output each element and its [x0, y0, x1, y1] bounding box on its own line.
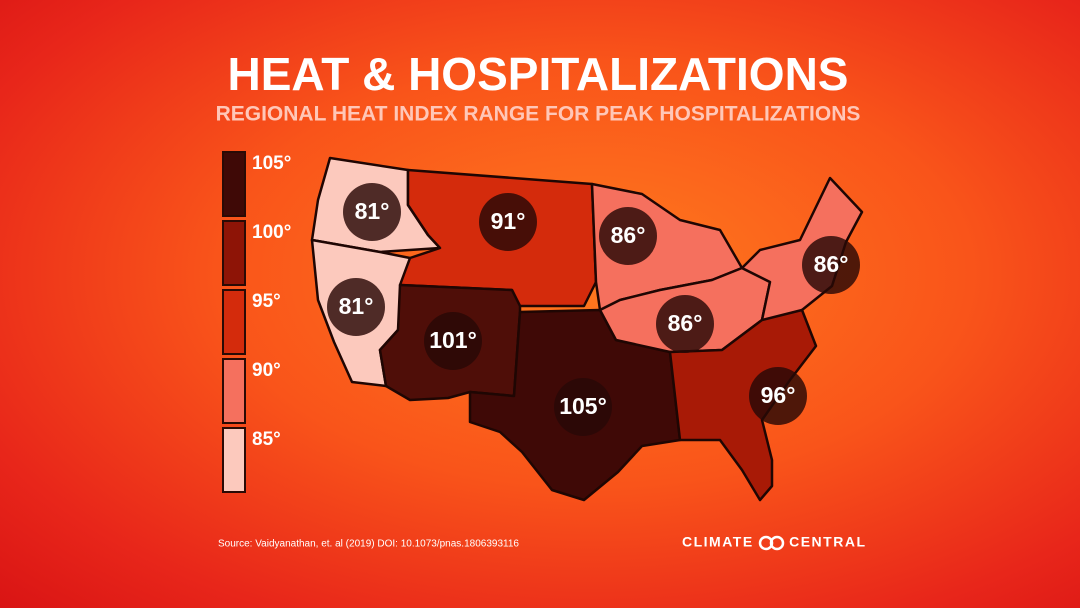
source: Source: Vaidyanathan, et. al (2019) DOI:…: [218, 539, 519, 550]
region-badge: [656, 295, 714, 353]
region-badge: [327, 278, 385, 336]
legend-label: 90°: [252, 360, 281, 381]
legend: 105° 100° 95° 90° 85°: [222, 151, 291, 493]
brand-left: CLIMATE CENTRAL: [682, 534, 866, 550]
region-label: 81°: [339, 293, 374, 319]
region-badge: [424, 312, 482, 370]
legend-swatch: [222, 151, 246, 217]
region-badge: [343, 183, 401, 241]
region-label: 86°: [611, 222, 646, 248]
legend-swatch: [222, 289, 246, 355]
region-label: 96°: [761, 382, 796, 408]
region-label: 101°: [429, 327, 477, 353]
region: [668, 308, 818, 502]
legend-swatch: [222, 427, 246, 493]
region-badge: [479, 193, 537, 251]
region-label: 105°: [559, 393, 607, 419]
region-label: 91°: [491, 208, 526, 234]
legend-label: 85°: [252, 429, 281, 450]
region-label: 81°: [355, 198, 390, 224]
region-badge: [749, 367, 807, 425]
legend-label: 100°: [252, 222, 291, 243]
region-badge: [802, 236, 860, 294]
subtitle: REGIONAL HEAT INDEX RANGE FOR PEAK HOSPI…: [216, 103, 861, 126]
title: HEAT & HOSPITALIZATIONS: [228, 48, 849, 100]
legend-swatch: [222, 220, 246, 286]
region-badge: [599, 207, 657, 265]
logo-ring: [769, 535, 785, 551]
legend-label: 105°: [252, 153, 291, 174]
region-badge: [554, 378, 612, 436]
legend-swatch: [222, 358, 246, 424]
brand-logo: [758, 535, 785, 551]
region-label: 86°: [668, 310, 703, 336]
us-map: 81° 81° 91° 101° 105° 86° 86° 86° 96°: [310, 156, 864, 502]
legend-label: 95°: [252, 291, 281, 312]
region-label: 86°: [814, 251, 849, 277]
